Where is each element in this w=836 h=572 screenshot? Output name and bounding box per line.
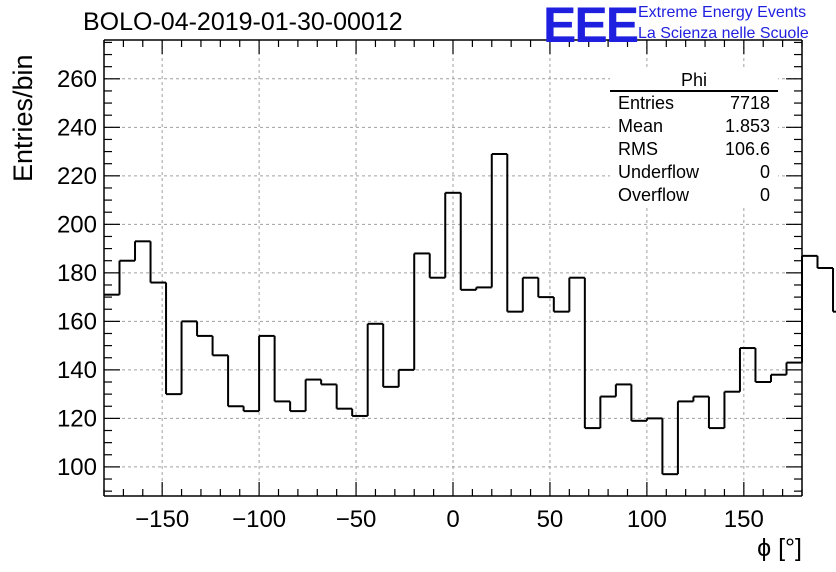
eee-logo: EEE xyxy=(543,0,639,53)
stat-row-overflow: Overflow 0 xyxy=(610,184,778,207)
y-tick-label: 200 xyxy=(57,211,97,238)
y-tick-label: 240 xyxy=(57,114,97,141)
stat-label: RMS xyxy=(618,139,658,159)
grid-lines xyxy=(104,40,802,496)
stats-title: Phi xyxy=(610,70,778,92)
x-tick-label: −50 xyxy=(336,506,377,533)
stat-value: 0 xyxy=(759,185,770,205)
y-tick-label: 220 xyxy=(57,163,97,190)
stat-row-rms: RMS 106.6 xyxy=(610,138,778,161)
stat-label: Underflow xyxy=(618,162,700,182)
brand-line-1: Extreme Energy Events xyxy=(638,4,807,21)
stats-box: Phi Entries 7718 Mean 1.853 RMS 106.6 Un… xyxy=(610,70,778,207)
x-axis-label: ϕ [°] xyxy=(757,534,802,562)
chart-title: BOLO-04-2019-01-30-00012 xyxy=(83,8,403,36)
histogram-outline xyxy=(104,153,836,476)
x-tick-label: −100 xyxy=(232,506,286,533)
y-tick-label: 100 xyxy=(57,454,97,481)
y-tick-label: 180 xyxy=(57,260,97,287)
tick-marks xyxy=(103,40,803,496)
stat-row-underflow: Underflow 0 xyxy=(610,161,778,184)
y-tick-label: 160 xyxy=(57,308,97,335)
y-tick-label: 120 xyxy=(57,405,97,432)
x-tick-label: 0 xyxy=(446,506,459,533)
stat-value: 0 xyxy=(759,162,770,182)
x-tick-label: −150 xyxy=(135,506,189,533)
y-tick-label: 260 xyxy=(57,66,97,93)
stat-label: Overflow xyxy=(618,185,690,205)
stat-row-entries: Entries 7718 xyxy=(610,92,778,115)
stat-value: 1.853 xyxy=(724,116,770,136)
stat-value: 106.6 xyxy=(724,139,770,159)
y-axis-label: Entries/bin xyxy=(8,54,38,182)
tick-labels: −150 −100 −50 0 50 100 150 100 120 140 160 180 200 22… xyxy=(57,66,764,533)
y-tick-label: 140 xyxy=(57,357,97,384)
x-tick-label: 150 xyxy=(724,506,764,533)
stat-label: Mean xyxy=(618,116,664,136)
stat-value: 7718 xyxy=(729,93,770,113)
x-tick-label: 100 xyxy=(627,506,667,533)
stat-row-mean: Mean 1.853 xyxy=(610,115,778,138)
stat-label: Entries xyxy=(618,93,675,113)
x-tick-label: 50 xyxy=(537,506,564,533)
brand-line-2: La Scienza nelle Scuole xyxy=(638,25,809,42)
